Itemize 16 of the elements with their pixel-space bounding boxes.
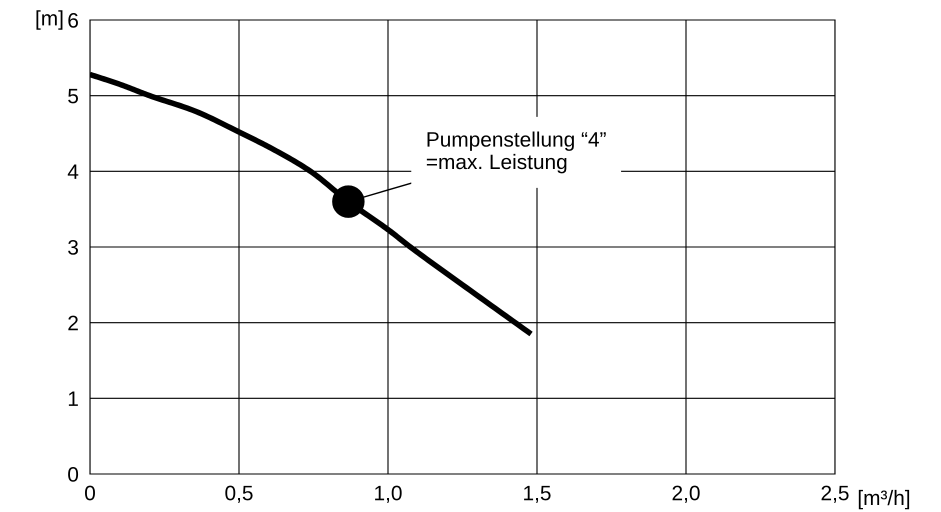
y-tick-label: 4 [68, 164, 78, 179]
x-tick-label: 1,0 [375, 486, 402, 503]
annotation: Pumpenstellung “4” =max. Leistung [426, 131, 606, 174]
y-axis-title: [m] [36, 10, 62, 30]
x-tick-label: 2,0 [672, 486, 700, 503]
x-tick-label: 0,5 [225, 486, 253, 503]
y-tick-label: 2 [68, 316, 78, 330]
y-tick-label: 0 [68, 467, 78, 482]
x-tick-label: 1,5 [524, 486, 551, 503]
y-tick-label: 6 [68, 13, 78, 28]
x-tick-label: 2,5 [822, 486, 849, 503]
x-axis-title: [m³/h] [858, 490, 910, 510]
y-tick-label: 3 [68, 240, 78, 255]
y-tick-label: 1 [68, 392, 78, 406]
y-tick-label: 5 [68, 88, 78, 104]
x-tick-label: 0 [85, 486, 95, 500]
